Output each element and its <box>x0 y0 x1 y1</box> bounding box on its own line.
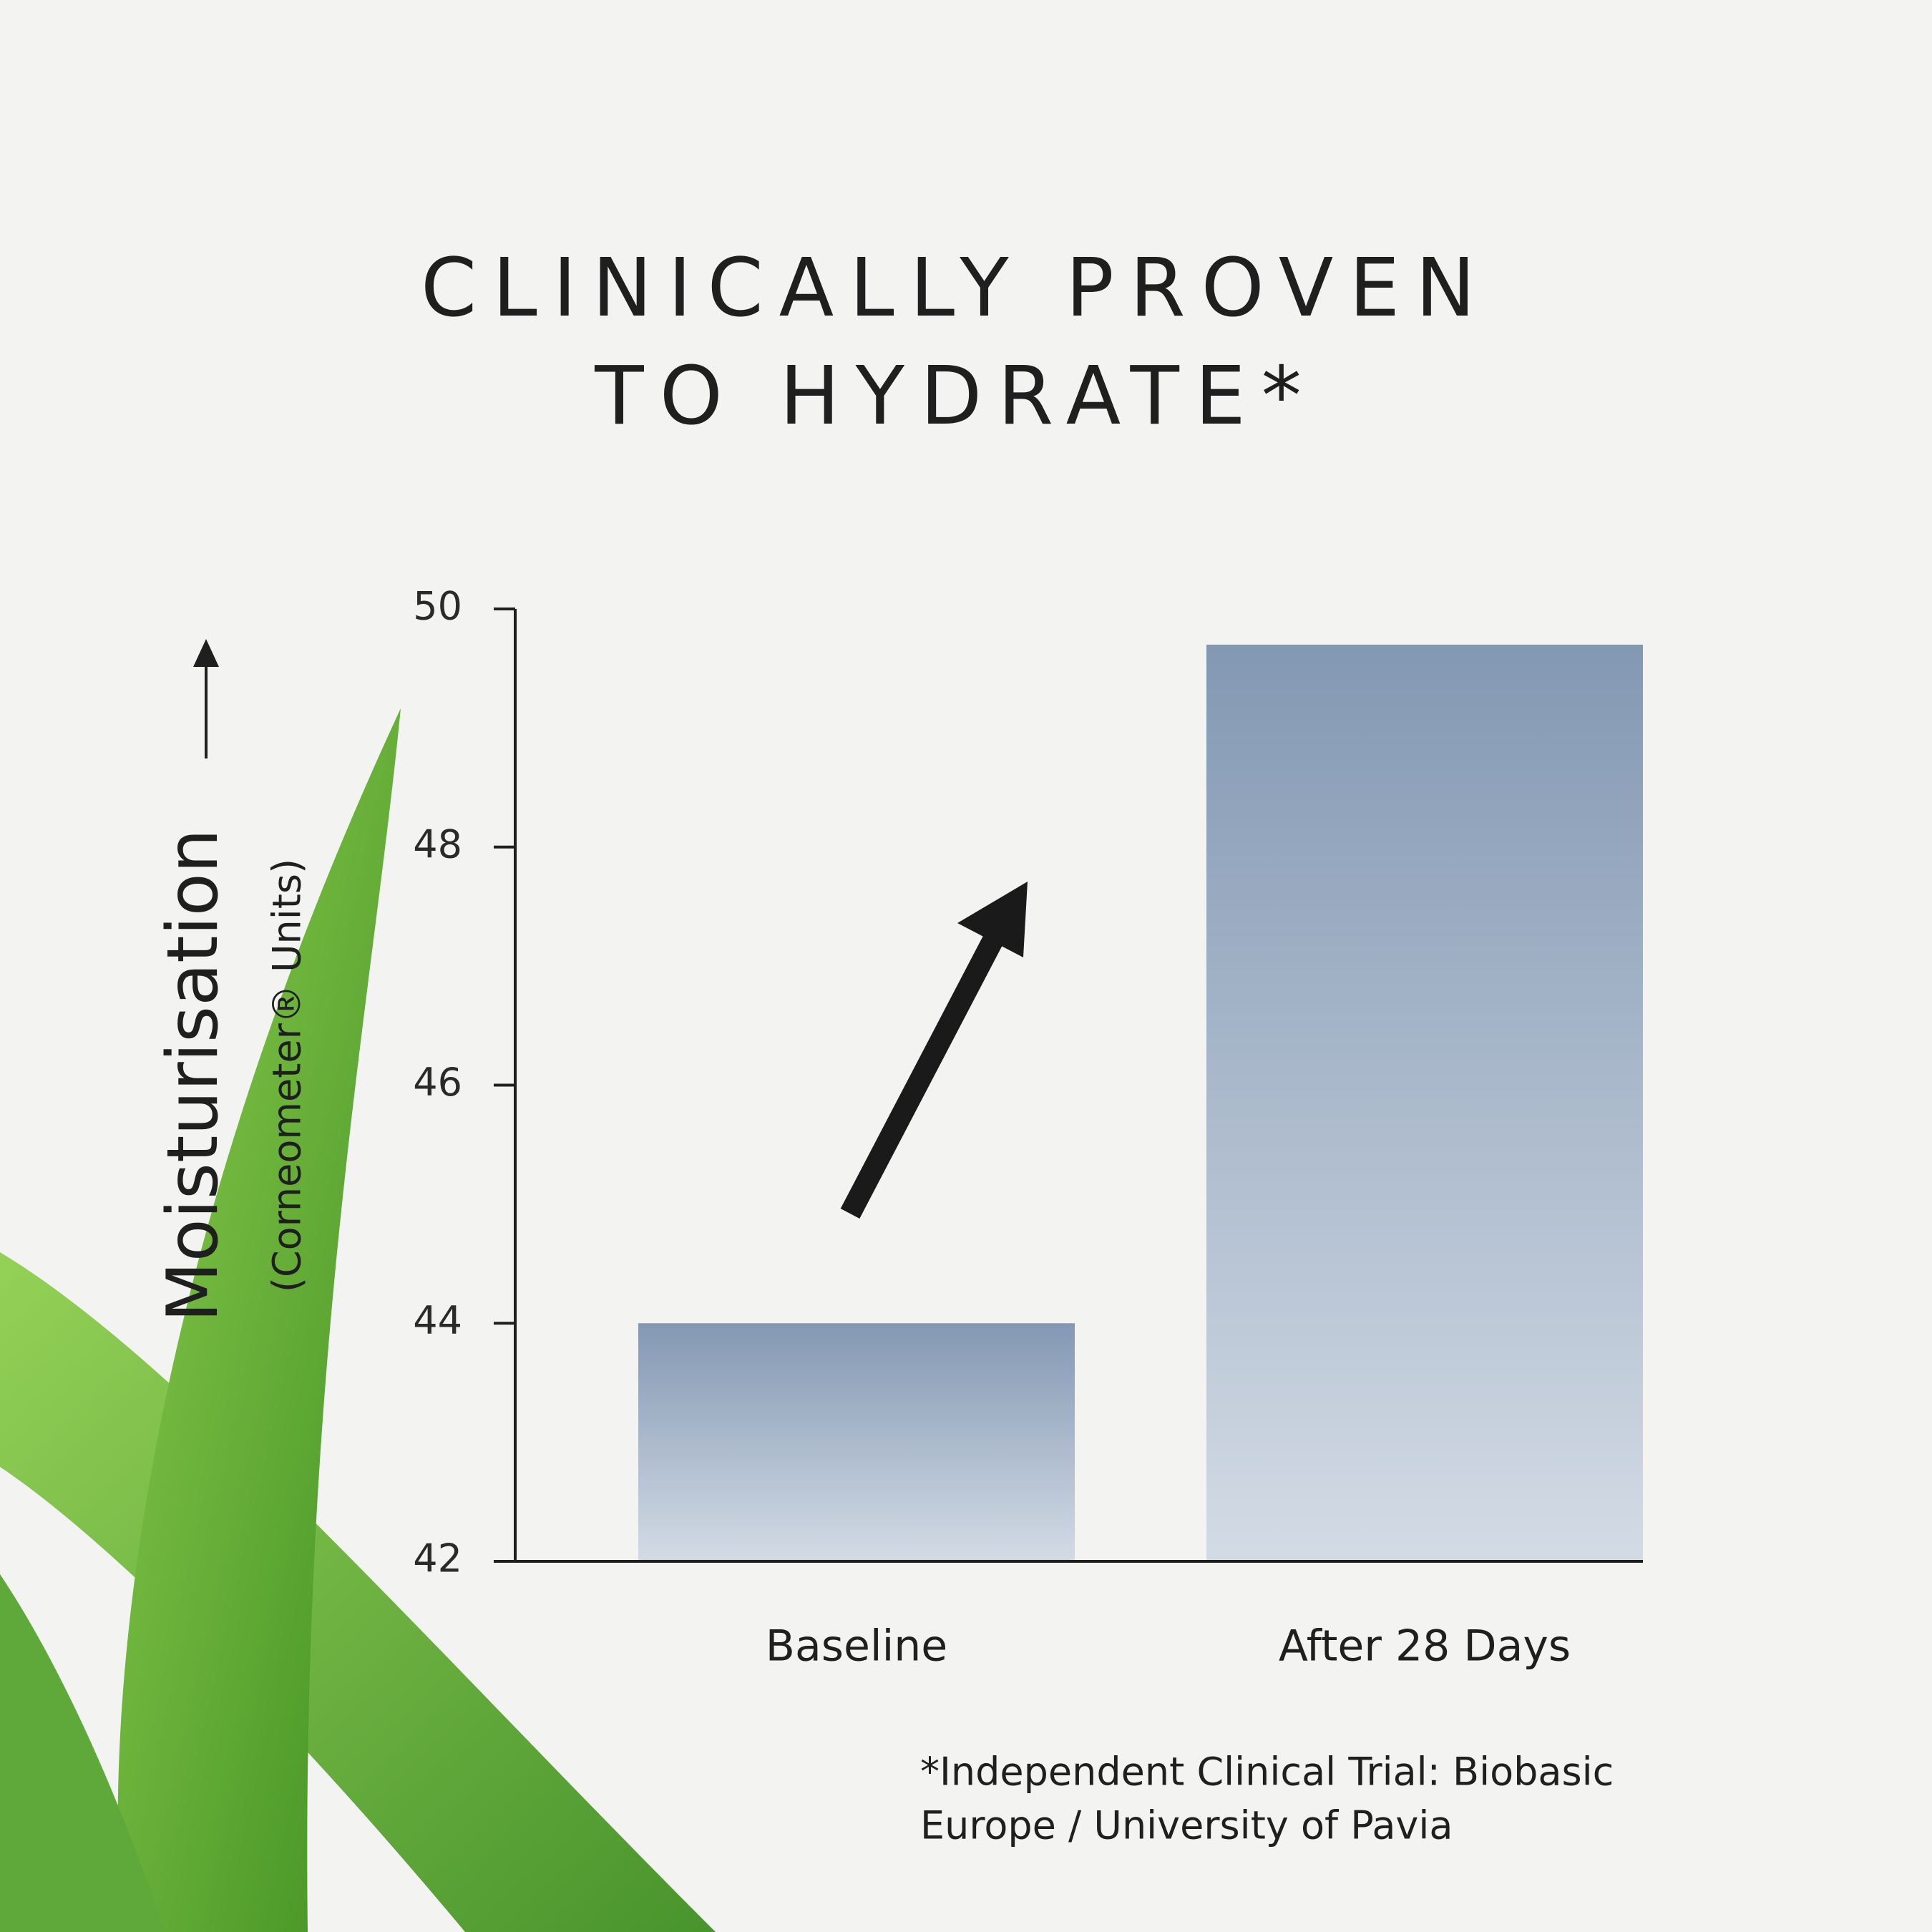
x-tick-label: After 28 Days <box>1279 1621 1571 1672</box>
increase-arrow-icon <box>840 882 1028 1219</box>
aloe-decoration <box>0 708 716 1932</box>
footnote-line: *Independent Clinical Trial: Biobasic <box>920 1750 1614 1795</box>
title-line: CLINICALLY PROVEN <box>421 242 1491 335</box>
y-tick-label: 50 <box>413 584 462 629</box>
bar <box>1206 644 1643 1561</box>
x-tick-label: Baseline <box>766 1621 947 1672</box>
y-axis-label: Moisturisation <box>152 829 234 1322</box>
footnote: *Independent Clinical Trial: Biobasic Eu… <box>920 1750 1614 1848</box>
y-axis-sublabel: (Corneometer® Units) <box>265 859 310 1292</box>
y-tick-label: 46 <box>413 1060 462 1105</box>
bar <box>638 1323 1075 1561</box>
title: CLINICALLY PROVEN TO HYDRATE* <box>421 242 1491 443</box>
y-tick-label: 42 <box>413 1536 462 1581</box>
footnote-line: Europe / University of Pavia <box>920 1803 1453 1848</box>
title-line: TO HYDRATE* <box>594 350 1317 443</box>
up-arrow-icon <box>193 639 219 758</box>
y-tick-label: 44 <box>413 1298 462 1343</box>
y-tick-label: 48 <box>413 821 462 867</box>
